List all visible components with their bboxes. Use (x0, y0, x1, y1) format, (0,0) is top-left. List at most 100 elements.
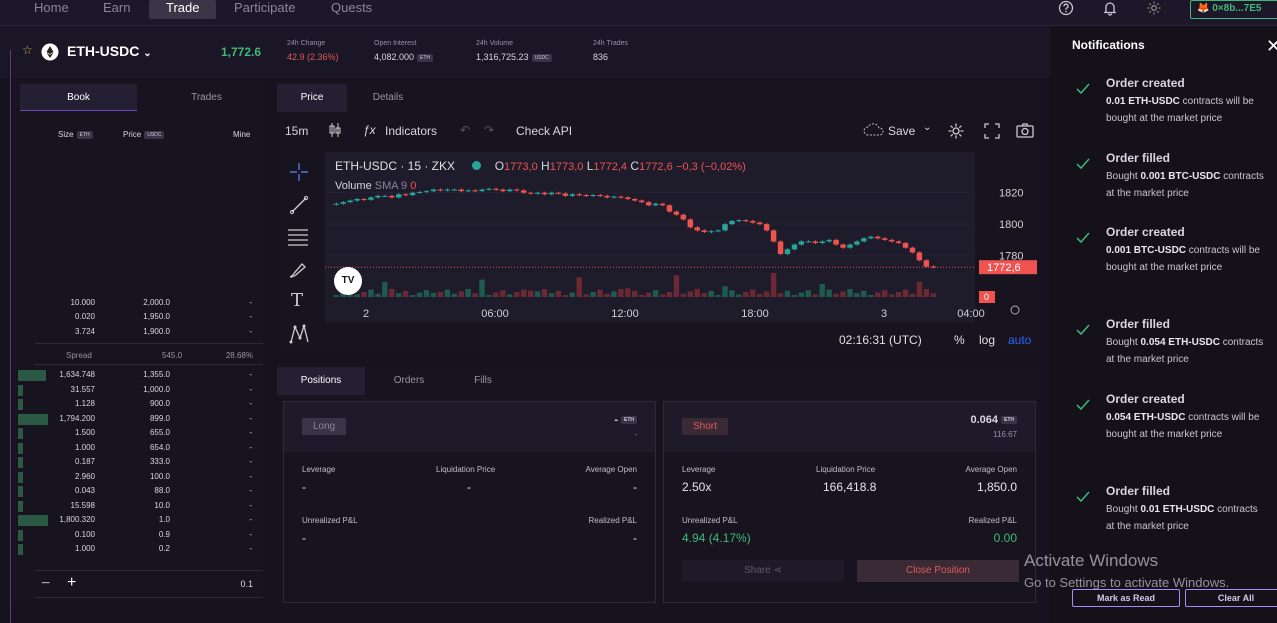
redo-icon[interactable]: ↷ (484, 123, 495, 137)
wallet-button[interactable]: 🦊 0×8b...7E5 (1190, 0, 1277, 19)
y-tick-label: 1780 (999, 251, 1023, 263)
bell-icon[interactable] (1102, 0, 1118, 16)
interval-button[interactable]: 15m (285, 124, 309, 138)
row-price: 1,900.0 (143, 326, 170, 336)
row-price: 0.9 (158, 529, 170, 539)
plus-button[interactable]: + (67, 574, 77, 591)
auto-scale-button[interactable]: auto (1008, 333, 1032, 347)
book-row[interactable]: 1.128 900.0 - (15, 397, 270, 411)
candle (541, 192, 548, 195)
book-row[interactable]: 0.187 333.0 - (15, 455, 270, 469)
tab-trades[interactable]: Trades (191, 92, 222, 103)
nav-trade[interactable]: Trade (149, 0, 217, 19)
trend-line-icon[interactable] (289, 195, 309, 215)
sma-value: 0 (410, 180, 417, 192)
volume-bar (750, 289, 756, 297)
volume-bar (652, 290, 659, 297)
favorite-star-icon[interactable]: ☆ (22, 43, 33, 57)
watermark-line2: Go to Settings to activate Windows. (1024, 575, 1230, 590)
volume-bar (881, 290, 888, 297)
book-row[interactable]: 0.020 1,950.0 - (15, 310, 270, 324)
long-size-unit: ETH (621, 416, 637, 425)
fib-lines-icon[interactable] (287, 227, 309, 247)
book-row[interactable]: 3.724 1,900.0 - (15, 325, 270, 339)
book-row[interactable]: 1,794.200 899.0 - (15, 412, 270, 426)
nav-participate[interactable]: Participate (234, 0, 296, 15)
candle (715, 230, 721, 232)
book-row[interactable]: 15.598 10.0 - (15, 499, 270, 513)
percent-scale-button[interactable]: % (954, 333, 965, 347)
book-row[interactable]: 10.000 2,000.0 - (15, 296, 270, 310)
chart-settings-icon[interactable] (947, 122, 965, 140)
nav-quests[interactable]: Quests (331, 0, 373, 15)
minus-button[interactable]: − (41, 575, 51, 592)
save-chevron-icon[interactable]: ⌄ (923, 122, 932, 133)
candles-icon[interactable] (328, 122, 342, 138)
tab-price[interactable]: Price (277, 84, 347, 112)
indicators-button[interactable]: Indicators (385, 124, 438, 138)
nav-home[interactable]: Home (34, 0, 69, 15)
tab-book[interactable]: Book (20, 84, 137, 111)
chart-panel: Price Details 15m ƒx Indicators ↶ ↷ Chec… (277, 80, 1044, 358)
log-scale-button[interactable]: log (979, 333, 996, 347)
row-size: 1.128 (74, 399, 95, 408)
book-row[interactable]: 1.500 655.0 - (15, 426, 270, 440)
fx-icon: ƒx (363, 123, 376, 137)
settings-gear-icon[interactable] (1146, 0, 1162, 16)
candle (895, 241, 902, 243)
text-tool-icon[interactable]: T (291, 290, 304, 311)
tab-positions[interactable]: Positions (277, 367, 365, 395)
market-pair-selector[interactable]: ETH-USDC ⌄ (67, 43, 152, 59)
book-row[interactable]: 0.100 0.9 - (15, 528, 270, 542)
pattern-icon[interactable] (288, 323, 310, 345)
save-button[interactable]: Save (888, 124, 916, 138)
open-interest-value: 4,082.000 ETH (374, 52, 434, 62)
book-row[interactable]: 31.557 1,000.0 - (15, 383, 270, 397)
close-icon[interactable]: ✕ (1266, 36, 1277, 56)
legend-l: L (586, 159, 594, 173)
top-nav: Home Earn Trade Participate Quests 🦊 0×8… (0, 0, 1277, 26)
candle (375, 195, 381, 198)
depth-bar (18, 442, 23, 454)
book-row[interactable]: 1.000 654.0 - (15, 441, 270, 455)
candle (395, 194, 402, 198)
volume-bar (868, 295, 874, 297)
book-row[interactable]: 1,634.748 1,355.0 - (15, 368, 270, 382)
tab-orders[interactable]: Orders (393, 375, 425, 386)
check-api-button[interactable]: Check API (516, 124, 573, 138)
candle (576, 194, 582, 196)
check-icon (1076, 83, 1090, 95)
book-row[interactable]: 0.043 88.0 - (15, 484, 270, 498)
book-row[interactable]: 2.960 100.0 - (15, 470, 270, 484)
nav-earn[interactable]: Earn (103, 0, 131, 15)
volume-badge (979, 291, 995, 303)
mark-as-read-button[interactable]: Mark as Read (1072, 589, 1180, 607)
crosshair-icon[interactable] (289, 162, 309, 182)
help-icon[interactable] (1058, 0, 1074, 16)
row-mine: - (249, 428, 252, 437)
axis-settings-icon[interactable] (1010, 305, 1020, 315)
camera-icon[interactable] (1016, 123, 1034, 138)
undo-icon[interactable]: ↶ (460, 123, 471, 137)
share-button[interactable]: Share ⋖ (682, 560, 844, 582)
candle (507, 189, 513, 192)
candle (527, 192, 534, 194)
row-price: 10.0 (154, 500, 170, 510)
volume-bar (812, 294, 818, 297)
volume-bar (548, 293, 555, 297)
price-chart[interactable]: 1820 1800 1780 2 06:00 12:00 18:00 3 04:00 1772,6… (325, 152, 1043, 322)
candle (333, 203, 339, 205)
notification-body: Bought 0.054 ETH-USDC contracts at the m… (1106, 334, 1266, 368)
fullscreen-icon[interactable] (984, 123, 1000, 139)
book-row[interactable]: 1,800.320 1.0 - (15, 513, 270, 527)
tab-fills[interactable]: Fills (474, 375, 492, 386)
volume-bar (354, 294, 360, 297)
brush-icon[interactable] (288, 260, 310, 280)
book-row[interactable]: 1.000 0.2 - (15, 542, 270, 556)
row-mine: - (249, 298, 252, 307)
clear-all-button[interactable]: Clear All (1185, 589, 1277, 607)
candle (673, 211, 680, 215)
volume-bar (555, 290, 562, 297)
close-position-button[interactable]: Close Position (857, 560, 1019, 582)
tab-details[interactable]: Details (372, 92, 404, 103)
